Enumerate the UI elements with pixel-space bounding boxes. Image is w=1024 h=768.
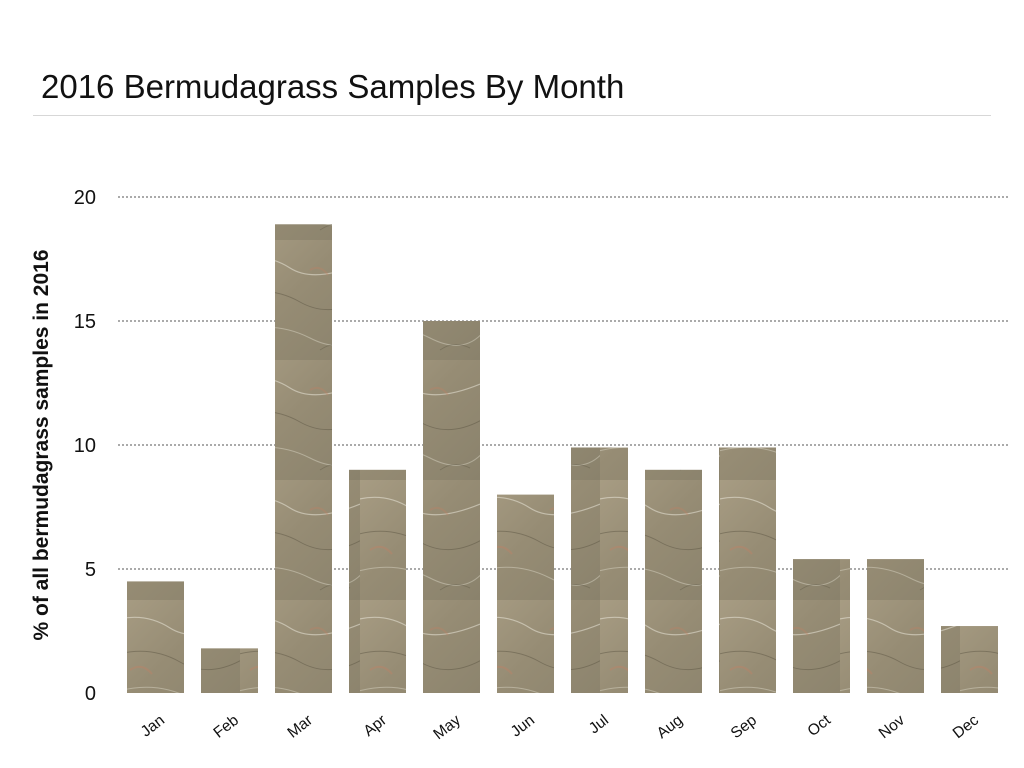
bar-mar <box>275 224 332 693</box>
bar-jun <box>497 494 554 693</box>
bar-apr <box>349 469 406 693</box>
bar-jul <box>571 447 628 693</box>
bar-jan <box>127 581 184 693</box>
x-tick-label: Jul <box>586 712 612 738</box>
x-axis-ticks: Jan Feb Mar Apr May Jun Jul Aug Sep Oct Nov Dec <box>138 711 982 743</box>
title-divider <box>33 115 991 116</box>
y-tick-label: 10 <box>74 435 96 457</box>
y-axis-ticks: 0 5 10 15 20 <box>74 187 96 705</box>
bar-may <box>423 321 480 693</box>
x-tick-label: Feb <box>210 712 242 742</box>
x-tick-label: Dec <box>950 712 982 743</box>
bar-sep <box>719 447 776 693</box>
y-tick-label: 20 <box>74 187 96 209</box>
bar-dec <box>941 626 998 693</box>
x-tick-label: Jun <box>508 712 538 741</box>
x-tick-label: Sep <box>728 712 760 742</box>
x-tick-label: Nov <box>876 712 908 743</box>
x-tick-label: Apr <box>360 712 389 740</box>
bars <box>127 224 998 693</box>
y-tick-label: 15 <box>74 311 96 333</box>
x-tick-label: Mar <box>284 712 316 742</box>
bar-nov <box>867 559 924 693</box>
bar-oct <box>793 559 850 693</box>
bar-aug <box>645 469 702 693</box>
x-tick-label: Oct <box>804 711 834 740</box>
x-tick-label: May <box>430 712 464 744</box>
y-tick-label: 5 <box>85 559 96 581</box>
x-tick-label: Aug <box>654 712 686 742</box>
y-axis-title: % of all bermudagrass samples in 2016 <box>30 249 53 640</box>
x-tick-label: Jan <box>138 712 168 741</box>
y-tick-label: 0 <box>85 683 96 705</box>
bar-feb <box>201 648 258 693</box>
gridlines <box>118 196 1008 570</box>
page-title: 2016 Bermudagrass Samples By Month <box>41 68 625 105</box>
